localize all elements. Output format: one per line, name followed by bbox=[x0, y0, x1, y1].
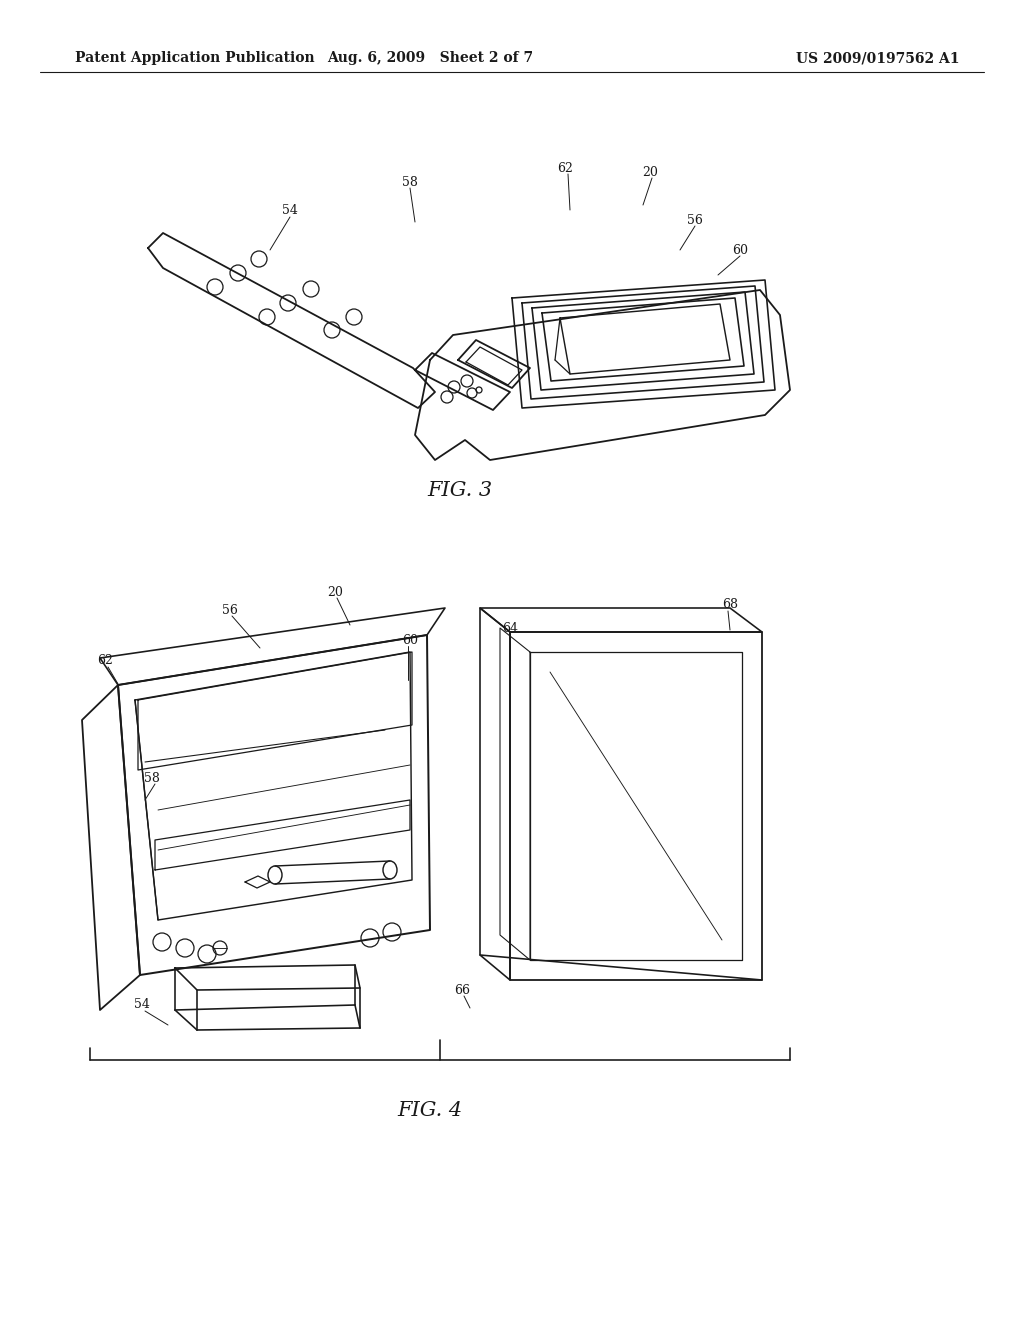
Text: 58: 58 bbox=[144, 771, 160, 784]
Text: 20: 20 bbox=[327, 586, 343, 598]
Text: 56: 56 bbox=[687, 214, 702, 227]
Text: 64: 64 bbox=[502, 622, 518, 635]
Text: 66: 66 bbox=[454, 983, 470, 997]
Text: 58: 58 bbox=[402, 176, 418, 189]
Text: Patent Application Publication: Patent Application Publication bbox=[75, 51, 314, 65]
Text: FIG. 4: FIG. 4 bbox=[397, 1101, 463, 1119]
Text: 68: 68 bbox=[722, 598, 738, 611]
Text: 60: 60 bbox=[732, 243, 748, 256]
Text: 54: 54 bbox=[282, 203, 298, 216]
Text: Aug. 6, 2009   Sheet 2 of 7: Aug. 6, 2009 Sheet 2 of 7 bbox=[327, 51, 534, 65]
Text: US 2009/0197562 A1: US 2009/0197562 A1 bbox=[797, 51, 961, 65]
Text: 62: 62 bbox=[557, 161, 573, 174]
Text: 56: 56 bbox=[222, 603, 238, 616]
Text: 20: 20 bbox=[642, 165, 658, 178]
Text: 62: 62 bbox=[97, 653, 113, 667]
Text: 54: 54 bbox=[134, 998, 150, 1011]
Text: FIG. 3: FIG. 3 bbox=[427, 480, 493, 499]
Text: 60: 60 bbox=[402, 634, 418, 647]
